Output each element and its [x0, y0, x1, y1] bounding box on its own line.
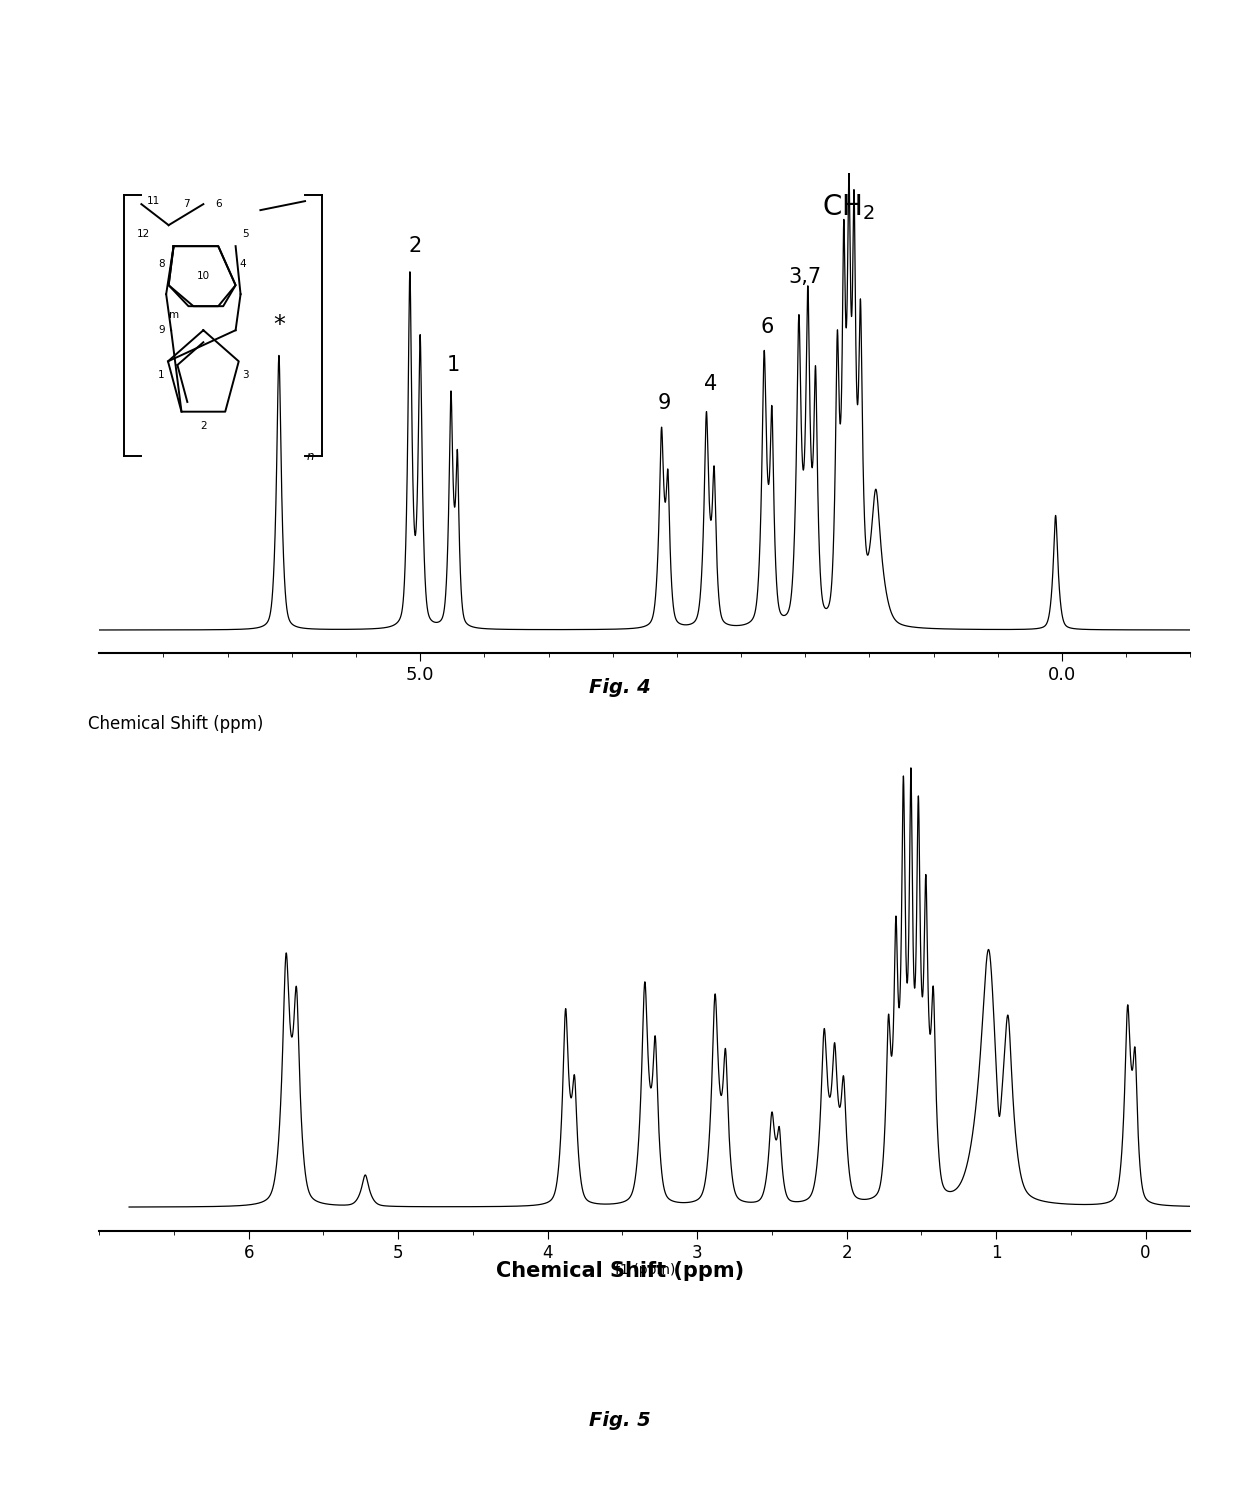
Text: 2: 2 [200, 422, 207, 431]
Text: 6: 6 [215, 200, 222, 209]
Text: 3: 3 [242, 371, 249, 380]
Text: Fig. 5: Fig. 5 [589, 1411, 651, 1430]
Text: 8: 8 [157, 260, 165, 269]
Text: 6: 6 [760, 317, 774, 336]
Text: Chemical Shift (ppm): Chemical Shift (ppm) [88, 716, 264, 734]
Text: 9: 9 [157, 326, 165, 335]
Text: 9: 9 [657, 393, 671, 413]
Text: 1: 1 [157, 371, 165, 380]
Text: CH$_2$: CH$_2$ [822, 192, 875, 222]
Text: Fig. 4: Fig. 4 [589, 678, 651, 698]
Text: *: * [273, 312, 285, 336]
Text: 10: 10 [197, 272, 210, 281]
Text: 5: 5 [242, 230, 249, 239]
Text: 3,7: 3,7 [789, 267, 822, 287]
Text: n: n [306, 450, 314, 462]
Text: 2: 2 [408, 237, 422, 257]
Text: 7: 7 [182, 200, 190, 209]
Text: 11: 11 [148, 197, 160, 206]
Text: 4: 4 [239, 260, 247, 269]
Text: Chemical Shift (ppm): Chemical Shift (ppm) [496, 1261, 744, 1280]
Text: 1: 1 [446, 354, 460, 375]
Text: 12: 12 [138, 230, 150, 239]
Text: 4: 4 [703, 374, 717, 393]
Text: m: m [169, 311, 179, 320]
Text: f1 (ppm): f1 (ppm) [615, 1262, 675, 1277]
